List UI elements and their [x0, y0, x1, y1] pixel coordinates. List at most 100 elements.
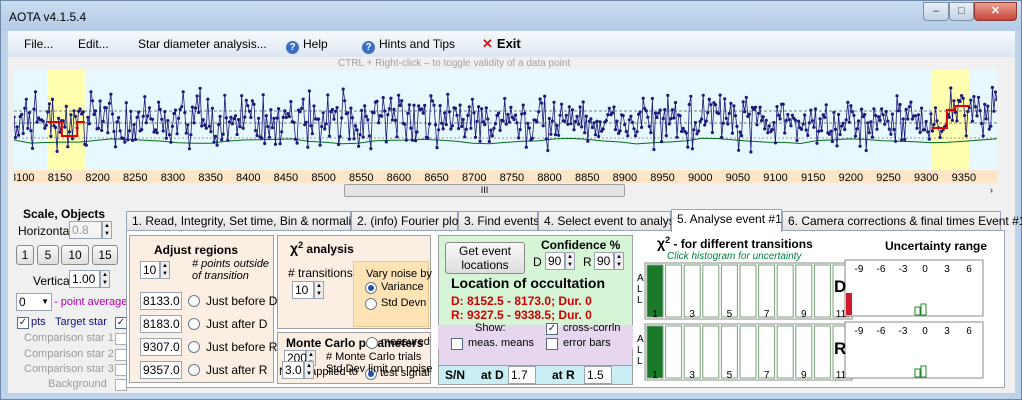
std-limit-spinner[interactable]: ▲ ▼: [304, 361, 314, 379]
confidence-r-spinner[interactable]: ▲ ▼: [614, 252, 624, 270]
data-point: [275, 116, 279, 120]
minimize-button[interactable]: –: [923, 2, 949, 21]
data-point: [461, 117, 465, 122]
data-point: [812, 125, 816, 129]
histogram-x-label: 9: [801, 309, 807, 320]
data-point: [566, 122, 570, 126]
points-outside-spinner[interactable]: ▲ ▼: [160, 261, 170, 279]
data-point: [535, 120, 539, 124]
horizontal-spinner[interactable]: ▲ ▼: [102, 221, 112, 239]
light-curve-svg[interactable]: [14, 70, 997, 183]
data-point: [117, 116, 121, 120]
test-signal-radio[interactable]: [365, 368, 377, 380]
data-point: [473, 135, 478, 139]
confidence-d-input[interactable]: 90: [545, 252, 565, 270]
menu-star-diameter[interactable]: Star diameter analysis...: [138, 37, 267, 51]
data-point: [661, 117, 665, 121]
before-r-radio[interactable]: [188, 341, 200, 353]
data-point: [724, 116, 728, 120]
std-devn-radio[interactable]: [365, 298, 377, 310]
data-point: [720, 135, 724, 139]
data-point: [886, 119, 890, 123]
data-point: [713, 103, 718, 107]
data-point: [263, 141, 267, 146]
tab-find-events[interactable]: 3. Find events: [458, 211, 539, 231]
data-point: [32, 107, 36, 111]
scale-15-button[interactable]: 15: [92, 245, 118, 265]
scale-10-button[interactable]: 10: [61, 245, 89, 265]
tab-read-integrity[interactable]: 1. Read, Integrity, Set time, Bin & norm…: [126, 211, 364, 231]
transitions-input[interactable]: 10: [292, 281, 314, 299]
tab-select-event[interactable]: 4. Select event to analyse: [538, 211, 681, 231]
data-point: [206, 97, 210, 101]
data-point: [786, 112, 790, 117]
get-event-locations-button[interactable]: Get event locations: [445, 242, 525, 274]
menu-help[interactable]: ? Help: [286, 37, 328, 54]
histogram-x-label: 7: [764, 309, 770, 320]
data-point: [14, 135, 18, 140]
vertical-input[interactable]: 1.00: [69, 270, 100, 288]
tab-analyse-event[interactable]: 5. Analyse event #1: [671, 209, 782, 232]
plot-scrollbar-thumb[interactable]: III: [344, 184, 625, 197]
histogram-bar: [739, 264, 757, 318]
confidence-d-spinner[interactable]: ▲ ▼: [565, 252, 575, 270]
transitions-spinner[interactable]: ▲ ▼: [314, 281, 324, 299]
error-bars-checkbox[interactable]: [546, 338, 558, 350]
data-point: [852, 113, 856, 117]
data-point: [520, 112, 524, 116]
data-point: [960, 94, 964, 98]
pts-checkbox[interactable]: ✓: [17, 317, 29, 329]
data-point: [157, 100, 161, 104]
data-point: [380, 114, 384, 118]
data-point: [481, 120, 485, 124]
menu-exit[interactable]: ✕ Exit: [482, 36, 521, 52]
data-point: [240, 94, 244, 98]
data-point: [933, 106, 938, 110]
menu-hints[interactable]: ? Hints and Tips: [362, 37, 455, 54]
light-curve-plot[interactable]: [14, 70, 997, 183]
std-limit-input[interactable]: 3.0: [282, 361, 304, 379]
target-star-checkbox[interactable]: ✓: [115, 317, 127, 329]
data-point: [309, 124, 313, 128]
menu-file[interactable]: File...: [24, 37, 54, 51]
menu-edit[interactable]: Edit...: [78, 37, 109, 51]
before-r-label: Just before R: [206, 340, 278, 354]
data-point: [433, 123, 438, 127]
data-point: [273, 142, 278, 146]
points-outside-input[interactable]: 10: [140, 261, 160, 279]
measured-radio[interactable]: [366, 337, 378, 349]
data-point: [29, 129, 33, 133]
cross-corr-checkbox[interactable]: ✓: [546, 323, 558, 335]
data-point: [250, 99, 254, 103]
variance-radio[interactable]: [365, 282, 377, 294]
after-r-radio[interactable]: [188, 364, 200, 376]
meas-means-checkbox[interactable]: [451, 338, 463, 350]
scroll-right-arrow[interactable]: ›: [990, 185, 993, 195]
data-point: [101, 119, 105, 123]
uncertainty-plot[interactable]: -9 -6 -3 0 3 6 -9 -6 -3 0 3 6 D: [835, 257, 985, 387]
point-average-select[interactable]: 0 ▼: [16, 293, 52, 311]
data-point: [541, 124, 545, 128]
histogram-x-label: 11: [836, 309, 847, 320]
scale-5-button[interactable]: 5: [37, 245, 59, 265]
horizontal-input[interactable]: 0.8: [69, 221, 102, 239]
data-point: [435, 146, 439, 150]
confidence-r-input[interactable]: 90: [594, 252, 614, 270]
tab-fourier[interactable]: 2. (info) Fourier plot: [351, 211, 462, 231]
maximize-button[interactable]: □: [949, 2, 974, 21]
scale-1-button[interactable]: 1: [16, 245, 34, 265]
vertical-spinner[interactable]: ▲ ▼: [100, 270, 110, 288]
tab-camera-corrections[interactable]: 6. Camera corrections & final times Even…: [782, 211, 1022, 231]
close-button[interactable]: ✕: [974, 2, 1017, 21]
all-label: A: [637, 273, 644, 284]
before-d-radio[interactable]: [188, 295, 200, 307]
uncertainty-tick: -9: [855, 264, 864, 275]
uncertainty-tick: 6: [966, 326, 972, 337]
data-point: [833, 127, 838, 131]
data-point: [952, 99, 956, 103]
data-point: [843, 127, 847, 132]
data-point: [624, 129, 628, 134]
after-d-radio[interactable]: [188, 318, 200, 330]
data-point: [990, 85, 995, 90]
